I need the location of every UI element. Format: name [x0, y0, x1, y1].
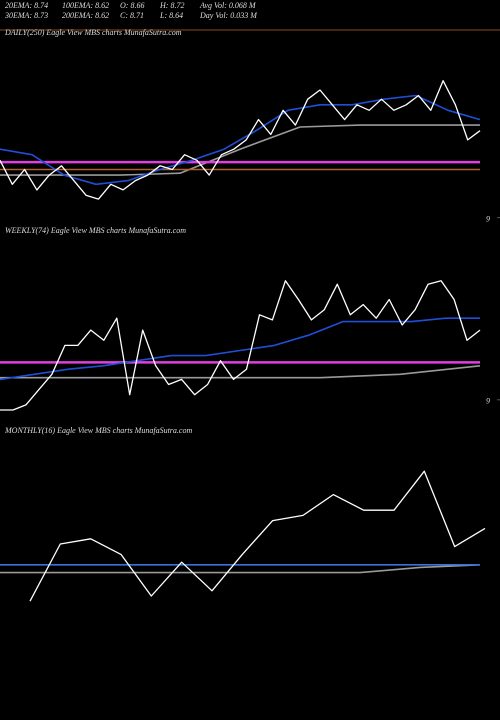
series-line: [0, 124, 480, 176]
header-stat: 100EMA: 8.62: [62, 1, 109, 10]
header-stat: 30EMA: 8.73: [4, 11, 48, 20]
panel-title: DAILY(250) Eagle View MBS charts MunafaS…: [4, 28, 182, 37]
series-line: [29, 470, 486, 602]
header-stat: O: 8.66: [120, 1, 144, 10]
panel-title: WEEKLY(74) Eagle View MBS charts MunafaS…: [5, 226, 186, 235]
series-line: [0, 80, 481, 200]
header-stat: Avg Vol: 0.068 M: [199, 1, 257, 10]
series-line: [0, 280, 481, 411]
header-stat: C: 8.71: [120, 11, 144, 20]
series-line: [0, 94, 481, 186]
series-line: [0, 564, 481, 574]
header-stat: 20EMA: 8.74: [5, 1, 48, 10]
y-tick-label: 9: [486, 397, 490, 406]
header-stat: H: 8.72: [159, 1, 184, 10]
panel-title: MONTHLY(16) Eagle View MBS charts Munafa…: [4, 426, 192, 435]
header-stat: L: 8.64: [159, 11, 183, 20]
header-stat: 200EMA: 8.62: [62, 11, 109, 20]
series-line: [0, 365, 481, 379]
y-tick-label: 9: [486, 214, 490, 223]
header-stat: Day Vol: 0.033 M: [199, 11, 258, 20]
